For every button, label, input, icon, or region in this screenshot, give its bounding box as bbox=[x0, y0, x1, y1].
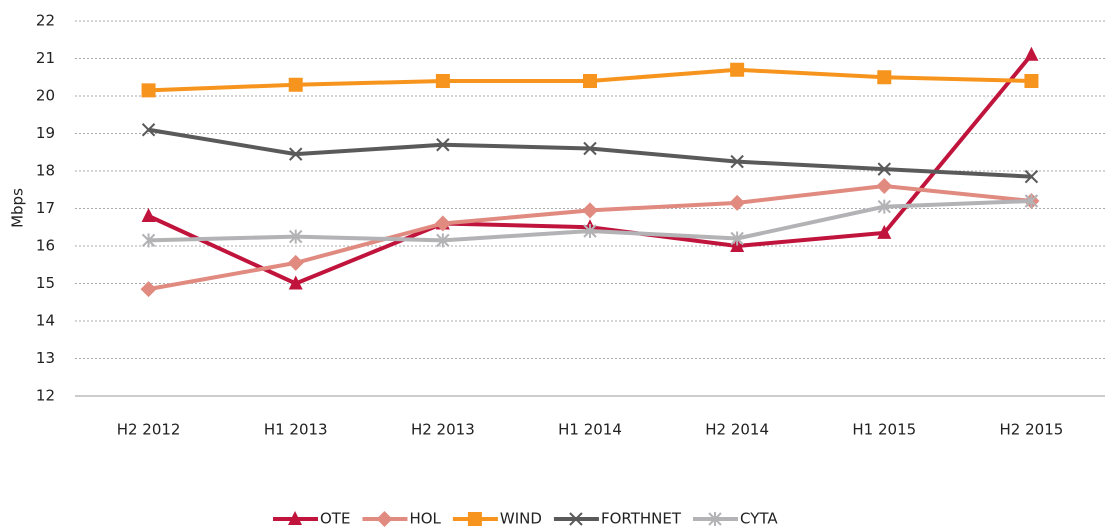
marker bbox=[376, 511, 393, 527]
marker bbox=[141, 123, 156, 137]
x-tick-label: H1 2014 bbox=[558, 421, 622, 439]
marker bbox=[877, 70, 892, 85]
marker bbox=[435, 74, 450, 88]
marker bbox=[288, 77, 303, 92]
y-tick-label: 14 bbox=[36, 312, 55, 330]
marker bbox=[141, 233, 156, 248]
x-tick-label: H2 2012 bbox=[117, 421, 181, 439]
y-tick-label: 22 bbox=[36, 12, 55, 30]
y-tick-label: 19 bbox=[36, 124, 55, 142]
marker bbox=[434, 215, 451, 232]
marker bbox=[289, 147, 303, 161]
marker bbox=[877, 199, 891, 214]
series-line bbox=[148, 127, 1032, 179]
marker bbox=[729, 194, 746, 211]
marker bbox=[1024, 169, 1039, 184]
x-tick-label: H2 2014 bbox=[705, 421, 769, 439]
marker bbox=[583, 141, 597, 156]
x-tick-label: H1 2013 bbox=[264, 421, 328, 439]
y-tick-label: 16 bbox=[36, 237, 55, 255]
marker bbox=[877, 224, 892, 239]
x-tick-label: H1 2015 bbox=[852, 421, 916, 439]
marker bbox=[287, 254, 304, 271]
marker bbox=[583, 74, 597, 88]
y-tick-label: 17 bbox=[36, 199, 55, 217]
marker bbox=[1024, 46, 1039, 61]
marker bbox=[1024, 194, 1039, 208]
marker bbox=[583, 224, 597, 238]
marker bbox=[436, 138, 450, 152]
x-tick-label: H2 2013 bbox=[411, 421, 475, 439]
marker bbox=[141, 83, 156, 98]
marker bbox=[140, 281, 157, 298]
marker bbox=[288, 511, 302, 525]
marker bbox=[876, 178, 893, 194]
marker bbox=[436, 233, 450, 248]
marker bbox=[582, 202, 598, 219]
marker bbox=[708, 512, 722, 526]
y-tick-label: 21 bbox=[36, 49, 55, 67]
marker bbox=[569, 512, 583, 526]
marker bbox=[730, 231, 744, 246]
marker bbox=[877, 162, 891, 176]
marker bbox=[288, 275, 303, 290]
legend-label: WIND bbox=[500, 510, 542, 528]
y-tick-label: 20 bbox=[36, 87, 55, 105]
marker bbox=[467, 512, 482, 526]
y-tick-label: 15 bbox=[36, 274, 55, 292]
marker bbox=[289, 229, 303, 244]
x-tick-label: H2 2015 bbox=[1000, 421, 1064, 439]
marker bbox=[141, 208, 156, 222]
y-tick-label: 18 bbox=[36, 162, 55, 180]
legend-label: OTE bbox=[320, 510, 350, 528]
marker bbox=[730, 62, 745, 77]
marker bbox=[730, 154, 744, 169]
marker bbox=[1024, 74, 1039, 88]
legend-label: CYTA bbox=[740, 510, 778, 528]
y-tick-label: 13 bbox=[36, 349, 55, 367]
legend-label: FORTHNET bbox=[601, 510, 682, 528]
legend-label: HOL bbox=[409, 510, 441, 528]
y-axis-label: Mbps bbox=[9, 188, 27, 228]
y-tick-label: 12 bbox=[36, 387, 55, 405]
